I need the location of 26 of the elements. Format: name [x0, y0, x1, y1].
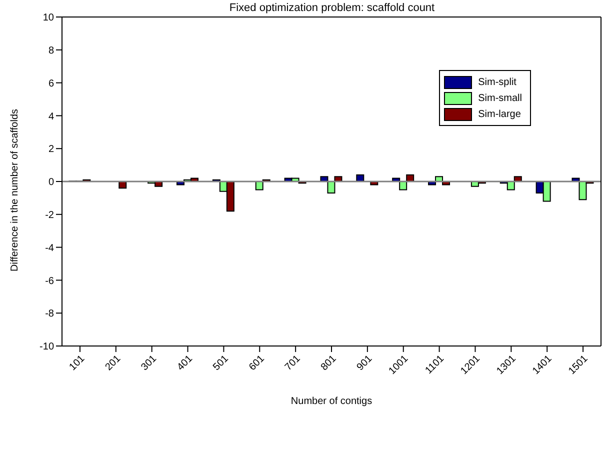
y-tick-label: -6: [45, 276, 54, 287]
y-axis-title: Difference in the number of scaffolds: [10, 109, 21, 272]
y-tick-label: 10: [42, 12, 54, 24]
legend-label: Sim-small: [478, 92, 522, 104]
y-tick-label: 8: [48, 45, 54, 56]
x-tick-label: 501: [211, 353, 232, 373]
x-tick-label: 201: [103, 353, 124, 373]
y-tick-label: 0: [48, 177, 54, 188]
x-tick-label: 101: [68, 353, 88, 373]
y-tick-label: -8: [45, 308, 54, 320]
legend-label: Sim-large: [478, 108, 521, 120]
x-tick-label: 901: [354, 353, 375, 373]
chart-title: Fixed optimization problem: scaffold count: [228, 2, 436, 14]
x-tick-label: 401: [175, 353, 196, 373]
x-tick-label: 701: [283, 353, 304, 373]
x-tick-label: 801: [319, 353, 339, 373]
y-tick-label: -2: [45, 210, 54, 221]
y-tick-label: 2: [48, 144, 54, 156]
x-axis-title: Number of contigs: [290, 396, 372, 407]
legend-label: Sim-split: [478, 76, 516, 88]
y-tick-label: -4: [45, 242, 54, 254]
y-tick-label: 6: [48, 78, 54, 90]
x-tick-label: 301: [139, 353, 160, 373]
y-tick-label: -10: [40, 342, 54, 353]
x-tick-label: 601: [247, 353, 268, 373]
y-tick-label: 4: [48, 111, 54, 122]
